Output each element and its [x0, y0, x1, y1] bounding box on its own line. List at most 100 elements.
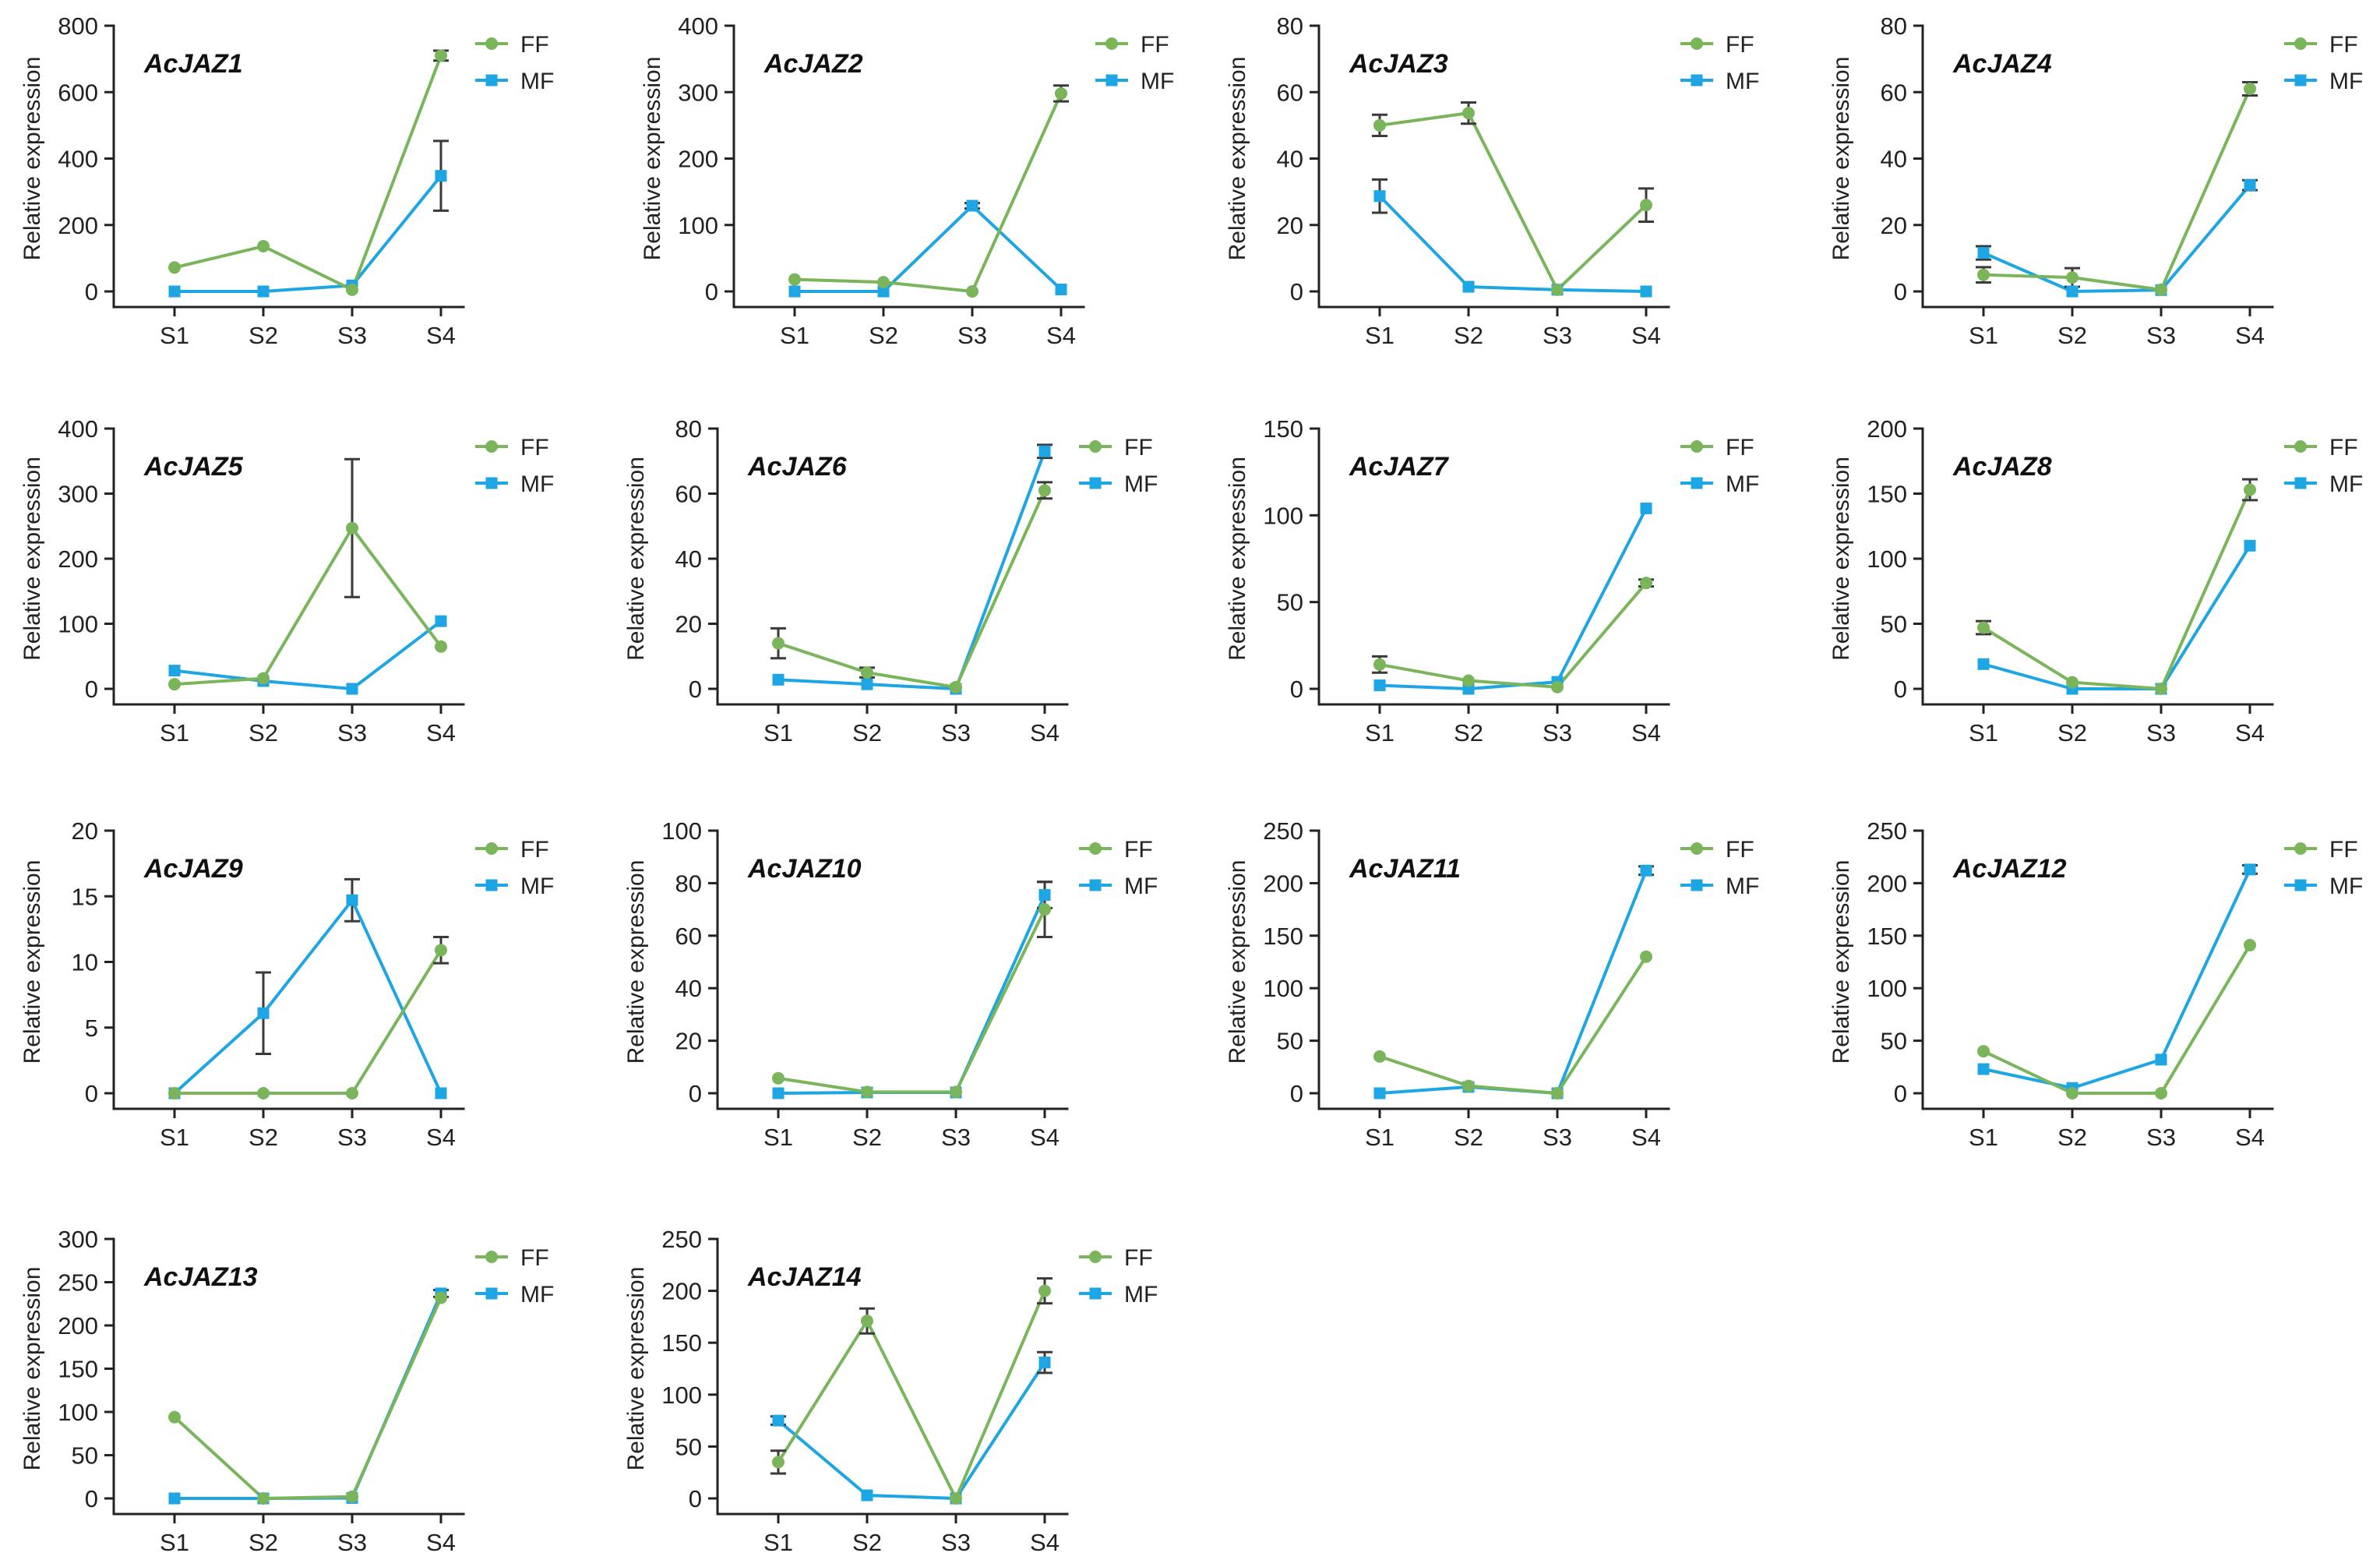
legend-label-mf: MF [2329, 69, 2363, 94]
series-line-mf [1378, 195, 1647, 293]
y-tick-label: 100 [1867, 975, 1907, 1002]
legend-item-mf: MF [1079, 1282, 1158, 1308]
series-line-mf [777, 1361, 1046, 1500]
series-line-ff [777, 1290, 1046, 1500]
legend-marker-mf [1691, 879, 1703, 891]
y-tick-label: 250 [58, 1269, 98, 1297]
x-tick-label: S3 [337, 322, 367, 349]
point-mf-s3 [966, 199, 978, 212]
chart-title: AcJAZ11 [1349, 854, 1461, 884]
point-mf-s4 [1640, 864, 1652, 877]
x-tick-label: S2 [249, 1529, 278, 1556]
point-ff-s1 [1977, 1045, 1990, 1058]
legend-item-mf: MF [475, 471, 554, 497]
point-ff-s1 [1977, 268, 1990, 281]
legend-label-mf: MF [520, 1282, 554, 1308]
series-line-mf [1379, 507, 1648, 690]
point-mf-s1 [1373, 1087, 1386, 1099]
series-line-ff [1982, 489, 2251, 690]
y-tick-label: 50 [1277, 1028, 1303, 1055]
series-line-ff [174, 526, 443, 686]
point-ff-s4 [2244, 483, 2256, 496]
point-mf-s4 [435, 1087, 447, 1099]
y-tick-label: 0 [1290, 278, 1303, 305]
point-mf-s1 [168, 285, 181, 298]
legend-label-ff: FF [1726, 32, 1754, 58]
chart-panel-acjaz6: 0 20 40 60 80 S1 S2 S3 S4 Relative expression AcJA… [623, 415, 1158, 746]
point-mf-s1 [1977, 247, 1990, 259]
legend-marker-ff [485, 37, 498, 50]
point-ff-s3 [1551, 283, 1564, 296]
y-tick-label: 200 [1867, 415, 1907, 443]
point-ff-s1 [168, 1087, 181, 1099]
x-tick-label: S1 [1969, 1124, 1998, 1151]
legend-marker-ff [1105, 37, 1118, 50]
point-mf-s3 [346, 683, 358, 695]
y-tick-label: 50 [675, 1433, 702, 1460]
legend-item-mf: MF [1079, 471, 1158, 497]
x-tick-label: S1 [763, 1529, 793, 1556]
y-tick-label: 0 [1290, 676, 1303, 703]
point-ff-s2 [257, 240, 270, 253]
legend-label-ff: FF [1124, 1245, 1153, 1271]
y-tick-label: 100 [1263, 502, 1303, 529]
chart-title: AcJAZ3 [1349, 49, 1448, 79]
y-axis-title: Relative expression [1828, 457, 1854, 661]
series-line-ff [794, 93, 1063, 293]
series-line-mf [175, 1293, 443, 1500]
point-ff-s3 [2155, 683, 2167, 695]
legend-marker-mf [485, 879, 498, 891]
point-mf-s4 [1038, 1357, 1051, 1369]
x-tick-label: S4 [2235, 719, 2265, 746]
y-axis-title: Relative expression [19, 57, 45, 261]
y-tick-label: 80 [1881, 12, 1907, 40]
series-line-ff [175, 949, 443, 1095]
legend-marker-ff [2294, 440, 2307, 453]
legend-label-ff: FF [1141, 32, 1169, 58]
legend-label-mf: MF [1726, 873, 1759, 899]
legend-label-ff: FF [2329, 435, 2358, 461]
y-tick-label: 5 [85, 1015, 98, 1042]
legend-marker-mf [1089, 1287, 1102, 1300]
legend-item-mf: MF [1095, 69, 1174, 94]
point-mf-s1 [772, 1414, 785, 1427]
chart-panel-acjaz5: 0 100 200 300 400 S1 S2 S3 S4 Relative expression… [19, 415, 554, 746]
point-ff-s2 [2066, 676, 2079, 689]
point-ff-s1 [1373, 1050, 1386, 1063]
y-tick-label: 100 [661, 817, 702, 845]
chart-panel-acjaz4: 0 20 40 60 80 S1 S2 S3 S4 Relative expression AcJA… [1828, 12, 2363, 349]
y-tick-label: 100 [678, 212, 718, 239]
legend-label-mf: MF [1124, 873, 1158, 899]
point-ff-s1 [168, 261, 181, 274]
y-tick-label: 200 [678, 146, 718, 173]
y-tick-label: 300 [678, 79, 718, 106]
x-tick-label: S1 [763, 719, 793, 746]
x-tick-label: S4 [1631, 719, 1661, 746]
legend-item-ff: FF [1095, 32, 1169, 58]
series-line-mf [1983, 869, 2251, 1090]
y-tick-label: 80 [675, 415, 702, 443]
chart-panel-acjaz8: 0 50 100 150 200 S1 S2 S3 S4 Relative expression A… [1828, 415, 2363, 746]
x-tick-label: S3 [941, 1124, 971, 1151]
legend-label-mf: MF [2329, 471, 2363, 497]
legend-item-mf: MF [475, 1282, 554, 1308]
point-mf-s4 [1640, 285, 1652, 298]
point-ff-s1 [1373, 658, 1386, 671]
point-ff-s3 [950, 680, 962, 694]
y-tick-label: 150 [1263, 415, 1303, 443]
y-tick-label: 0 [689, 676, 702, 703]
legend-marker-ff [1691, 37, 1703, 50]
y-axis-title: Relative expression [19, 860, 45, 1064]
legend-item-mf: MF [1079, 873, 1158, 899]
point-ff-s1 [168, 678, 181, 691]
legend-label-mf: MF [2329, 873, 2363, 899]
x-tick-label: S3 [1543, 1124, 1572, 1151]
series-line-mf [777, 450, 1046, 690]
legend-item-ff: FF [475, 837, 549, 863]
point-ff-s2 [861, 1315, 873, 1328]
legend-item-ff: FF [1079, 837, 1153, 863]
x-tick-label: S1 [1969, 719, 1998, 746]
y-tick-label: 250 [661, 1226, 702, 1253]
legend-label-ff: FF [520, 435, 549, 461]
y-tick-label: 200 [661, 1278, 702, 1305]
